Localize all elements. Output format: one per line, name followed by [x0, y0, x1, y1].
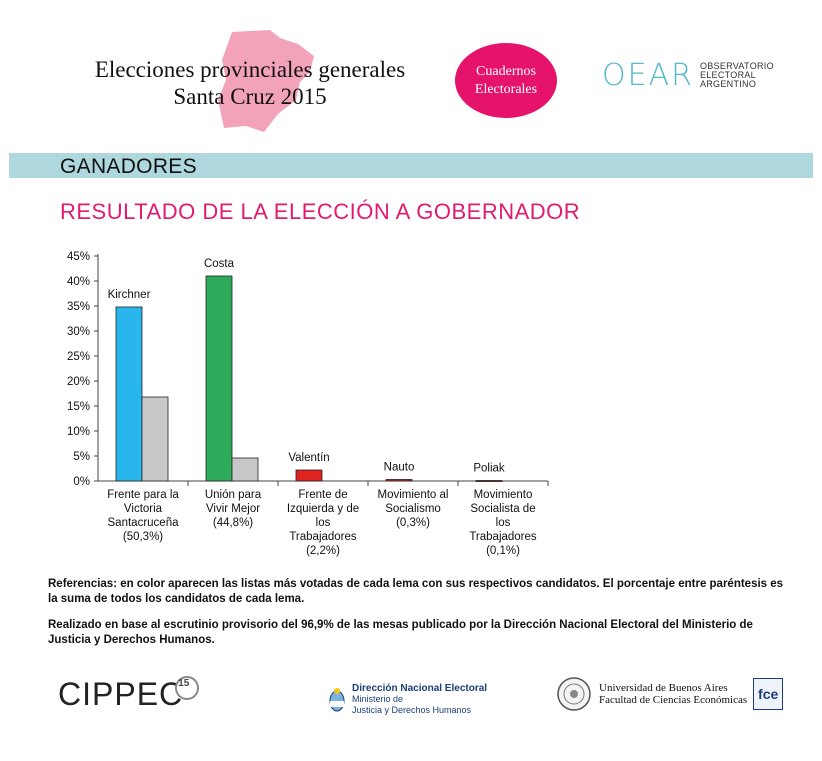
category-label: Socialista de: [470, 503, 535, 515]
cuadernos-electorales-badge: Cuadernos Electorales: [455, 43, 557, 118]
dne-line-3: Justicia y Derechos Humanos: [352, 705, 472, 715]
badge-line-1: Cuadernos: [476, 63, 536, 79]
uba-seal-icon: [557, 677, 591, 711]
oear-sub-3: ARGENTINO: [699, 79, 757, 89]
dne-text: Dirección Nacional Electoral Ministerio …: [352, 683, 487, 716]
y-tick-label: 0%: [73, 476, 90, 488]
bar-winner: [205, 275, 233, 482]
category-label: (0,1%): [486, 545, 520, 557]
y-tick-label: 35%: [67, 301, 90, 313]
title-line-2: Santa Cruz 2015: [173, 84, 327, 109]
oear-sub-2: ELECTORAL: [699, 70, 756, 80]
oear-letters: OEAR: [602, 58, 694, 93]
y-tick-label: 30%: [67, 326, 90, 338]
uba-text: Universidad de Buenos Aires Facultad de …: [599, 682, 747, 706]
dne-line-1: Dirección Nacional Electoral: [352, 683, 488, 694]
category-label: (44,8%): [213, 517, 253, 529]
oear-logo: OEAR OBSERVATORIO ELECTORAL ARGENTINO: [602, 58, 774, 93]
cippec-logo: CIPPEC 15: [58, 675, 200, 713]
category-label: Victoria: [124, 503, 163, 515]
y-tick-label: 40%: [67, 276, 90, 288]
oear-subtitle: OBSERVATORIO ELECTORAL ARGENTINO: [700, 62, 774, 89]
bar-rest: [231, 457, 259, 482]
category-label: Frente para la: [107, 489, 179, 501]
category-label: los: [496, 517, 511, 529]
y-tick-label: 45%: [67, 251, 90, 263]
bar-winner: [475, 480, 503, 482]
source-note: Realizado en base al escrutinio provisor…: [48, 619, 753, 646]
notes: Referencias: en color aparecen las lista…: [48, 577, 793, 659]
bar-winner: [115, 306, 143, 482]
category-label: los: [316, 517, 331, 529]
oear-sub-1: OBSERVATORIO: [699, 61, 774, 71]
argentina-shield-icon: [329, 687, 345, 711]
uba-logo: Universidad de Buenos Aires Facultad de …: [557, 677, 784, 711]
y-tick-label: 15%: [67, 401, 90, 413]
cippec-badge-number: 15: [178, 677, 190, 689]
cippec-anniversary-icon: 15: [175, 675, 200, 700]
chart-title: RESULTADO DE LA ELECCIÓN A GOBERNADOR: [60, 199, 581, 224]
uba-line-1: Universidad de Buenos Aires: [599, 682, 728, 694]
title-line-1: Elecciones provinciales generales: [94, 57, 406, 82]
category-label: Trabajadores: [289, 531, 357, 543]
report-title: Elecciones provinciales generales Santa …: [60, 56, 440, 110]
category-label: (0,3%): [396, 517, 430, 529]
y-tick-label: 5%: [73, 451, 90, 463]
category-label: Socialismo: [385, 503, 441, 515]
category-label: Movimiento: [474, 489, 533, 501]
category-label: Santacruceña: [108, 517, 180, 529]
results-bar-chart: 0% 5% 10% 15% 20% 25% 30% 35% 40% 45% Kirchner Fren…: [67, 251, 549, 557]
header: Elecciones provinciales generales Santa …: [0, 0, 822, 150]
candidate-label: Valentín: [288, 452, 329, 464]
y-tick-label: 20%: [67, 376, 90, 388]
candidate-label: Kirchner: [108, 289, 151, 301]
category-label: (2,2%): [306, 545, 340, 557]
references-note: Referencias: en color aparecen las lista…: [48, 578, 784, 605]
cippec-text: CIPPEC: [58, 676, 184, 712]
bar-winner: [385, 479, 413, 482]
fce-logo: fce: [753, 678, 784, 710]
dne-logo: Dirección Nacional Electoral Ministerio …: [328, 683, 487, 716]
category-label: Movimiento al: [378, 489, 449, 501]
badge-line-2: Electorales: [474, 81, 538, 97]
y-tick-label: 25%: [67, 351, 90, 363]
candidate-label: Poliak: [473, 463, 505, 475]
santa-cruz-map-icon: [218, 30, 314, 132]
candidate-label: Costa: [204, 258, 235, 270]
section-band: [9, 153, 813, 178]
y-tick-label: 10%: [67, 426, 90, 438]
bar-rest: [141, 396, 169, 482]
category-label: Unión para: [205, 489, 262, 501]
section-label: GANADORES: [60, 155, 197, 178]
category-label: Frente de: [298, 489, 347, 501]
uba-line-2: Facultad de Ciencias Económicas: [599, 694, 748, 706]
category-label: Izquierda y de: [287, 503, 359, 515]
candidate-label: Nauto: [384, 462, 415, 474]
category-label: Trabajadores: [469, 531, 537, 543]
dne-line-2: Ministerio de: [352, 694, 404, 704]
bar-winner: [295, 469, 323, 482]
category-label: Vivir Mejor: [206, 503, 260, 515]
category-label: (50,3%): [123, 531, 163, 543]
